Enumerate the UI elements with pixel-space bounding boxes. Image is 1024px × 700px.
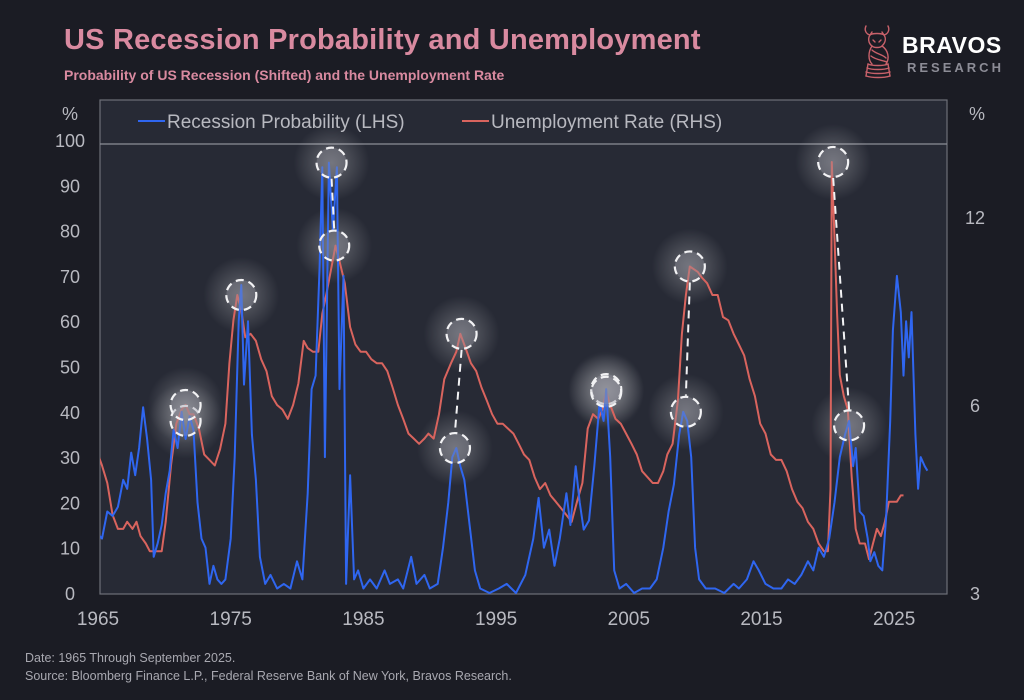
x-axis-tick-label: 2025 [873, 609, 915, 630]
right-axis-unit: % [969, 104, 985, 124]
left-axis-tick-label: 90 [60, 176, 80, 196]
annotation-glow [296, 207, 373, 284]
date-note: Date: 1965 Through September 2025. [25, 651, 236, 665]
annotation-dashed-circle [315, 146, 348, 179]
x-axis-tick-label: 1995 [475, 609, 517, 630]
annotation-dashed-circle [673, 250, 706, 283]
left-axis-unit: % [62, 104, 78, 124]
annotation-dashed-circle [590, 375, 623, 408]
right-axis-tick-label: 6 [970, 396, 980, 416]
left-axis-tick-label: 50 [60, 358, 80, 378]
legend-label-unemployment: Unemployment Rate (RHS) [491, 112, 722, 133]
bull-knight-chess-icon [864, 25, 891, 79]
left-axis-tick-label: 60 [60, 312, 80, 332]
x-axis-tick-label: 1965 [77, 609, 119, 630]
brand-logo: BRAVOS RESEARCH [858, 20, 1008, 86]
annotation-dashed-circle [169, 388, 202, 422]
annotation-glow [423, 295, 500, 372]
annotation-glow [795, 123, 872, 200]
annotation-dashed-circle [590, 373, 623, 406]
annotation-dashed-circle [817, 145, 850, 179]
chart-title: US Recession Probability and Unemploymen… [64, 24, 701, 56]
annotation-glow [647, 373, 724, 450]
annotation-dashed-circle [318, 229, 351, 262]
right-axis-tick-label: 3 [970, 584, 980, 604]
annotation-connector [684, 282, 691, 396]
x-axis-tick-label: 1985 [342, 609, 384, 630]
annotation-connector [330, 178, 336, 230]
left-axis-tick-label: 70 [60, 267, 80, 287]
left-axis-tick-label: 80 [60, 222, 80, 242]
annotation-connector [832, 177, 851, 410]
x-axis-tick-label: 2015 [740, 609, 782, 630]
x-axis-tick-label: 2005 [608, 609, 650, 630]
annotation-dashed-circle [445, 317, 478, 350]
left-axis-tick-label: 40 [60, 403, 80, 423]
x-axis-tick-label: 1975 [210, 609, 252, 630]
annotation-dashed-circle [225, 278, 258, 312]
series-line-recession-probability [100, 161, 929, 594]
source-note: Source: Bloomberg Finance L.P., Federal … [25, 669, 512, 683]
series-line-unemployment-rate [100, 161, 904, 561]
right-axis-tick-label: 12 [965, 208, 985, 228]
left-axis-tick-label: 0 [65, 584, 75, 604]
annotation-dashed-circle [669, 395, 702, 428]
chart-subtitle: Probability of US Recession (Shifted) an… [64, 67, 505, 83]
legend-label-recession: Recession Probability (LHS) [167, 112, 405, 133]
left-axis-tick-label: 30 [60, 448, 80, 468]
left-axis-tick-label: 20 [60, 493, 80, 513]
left-axis-tick-label: 100 [55, 131, 85, 151]
logo-wordmark: BRAVOS [902, 32, 1002, 58]
chart-canvas: Recession Probability (LHS) Unemployment… [55, 99, 985, 630]
annotation-dashed-circle [832, 409, 866, 442]
annotation-dashed-circle [169, 404, 202, 437]
annotation-dashed-circle [438, 431, 472, 465]
annotation-glow [293, 124, 370, 201]
logo-tagline: RESEARCH [907, 60, 1004, 75]
left-axis-tick-label: 10 [60, 539, 80, 559]
